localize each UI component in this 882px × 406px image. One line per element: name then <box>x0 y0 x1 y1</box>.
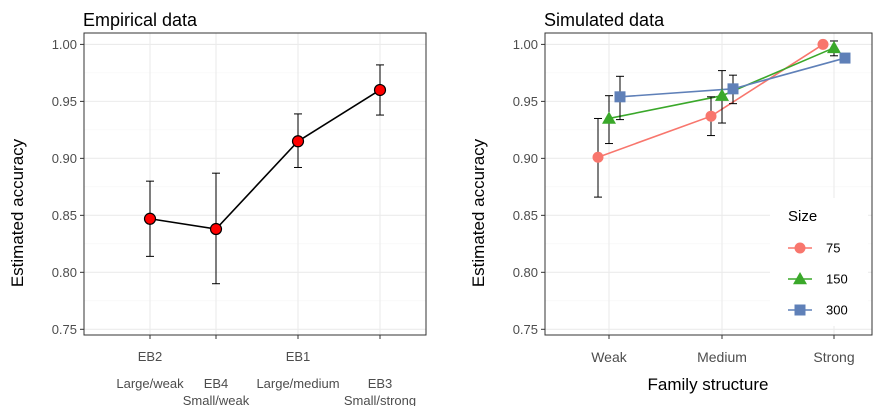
empirical-y-axis-title: Estimated accuracy <box>8 138 27 287</box>
empirical-panel-border <box>83 32 427 336</box>
simulated-grid <box>545 33 872 335</box>
simulated-data-point-150 <box>602 111 616 124</box>
empirical-y-tick-label: 0.80 <box>52 265 77 280</box>
simulated-panel-border <box>544 32 873 336</box>
simulated-data-point-150 <box>827 40 841 54</box>
empirical-marks <box>143 64 387 285</box>
empirical-x-tick-desc: Large/medium <box>256 376 339 391</box>
legend-background <box>770 198 868 326</box>
simulated-marks <box>592 38 851 198</box>
empirical-x-tick-code: EB4 <box>204 376 229 391</box>
simulated-panel: Simulated data Estimated accuracy Family… <box>469 10 873 394</box>
simulated-data-point-75 <box>817 38 829 50</box>
simulated-data-point-300 <box>614 91 626 103</box>
empirical-x-tick-desc: Small/weak <box>183 393 250 406</box>
empirical-x-tick-code: EB3 <box>368 376 393 391</box>
simulated-legend: Size 75 150 300 <box>770 198 868 326</box>
legend-key-marker-150 <box>793 272 807 285</box>
empirical-data-point <box>373 83 387 97</box>
simulated-y-tick-label: 1.00 <box>513 37 538 52</box>
simulated-y-ticks: 0.75 0.80 0.85 0.90 0.95 1.00 <box>513 37 545 337</box>
empirical-y-tick-label: 0.95 <box>52 94 77 109</box>
simulated-y-tick-label: 0.95 <box>513 94 538 109</box>
simulated-x-tick-label: Weak <box>591 349 628 365</box>
empirical-x-tick-desc: Small/strong <box>344 393 416 406</box>
legend-title: Size <box>788 208 817 225</box>
simulated-y-tick-label: 0.85 <box>513 208 538 223</box>
simulated-data-point-300 <box>839 52 851 64</box>
legend-key-marker-75 <box>794 242 806 254</box>
simulated-data-point-75 <box>705 110 717 122</box>
empirical-x-tick-code: EB2 <box>138 349 163 364</box>
legend-label-300: 300 <box>826 303 848 318</box>
empirical-y-tick-label: 0.85 <box>52 208 77 223</box>
simulated-x-tick-label: Strong <box>813 349 854 365</box>
simulated-y-tick-label: 0.75 <box>513 322 538 337</box>
simulated-title: Simulated data <box>544 10 665 30</box>
simulated-data-point-75 <box>592 151 604 163</box>
empirical-y-ticks: 0.75 0.80 0.85 0.90 0.95 1.00 <box>52 37 84 337</box>
simulated-x-ticks: Weak Medium Strong <box>591 335 855 365</box>
empirical-panel: Empirical data Estimated accuracy 0.750.… <box>8 10 427 406</box>
legend-label-75: 75 <box>826 241 840 256</box>
simulated-data-point-150 <box>715 88 729 101</box>
empirical-data-point <box>209 222 223 236</box>
empirical-data-point <box>291 135 305 148</box>
empirical-series-line <box>149 89 381 230</box>
empirical-data-point <box>143 212 157 225</box>
simulated-data-point-300 <box>727 83 739 95</box>
simulated-x-axis-title: Family structure <box>648 375 769 394</box>
simulated-y-tick-label: 0.90 <box>513 151 538 166</box>
empirical-y-tick-label: 0.90 <box>52 151 77 166</box>
empirical-x-tick-desc: Large/weak <box>116 376 184 391</box>
empirical-x-tick-code: EB1 <box>286 349 311 364</box>
simulated-x-tick-label: Medium <box>697 349 747 365</box>
empirical-x-ticks: EB2 Large/weak EB4 Small/weak EB1 Large/mediu… <box>116 335 416 406</box>
empirical-title: Empirical data <box>83 10 198 30</box>
legend-key-marker-300 <box>794 304 806 316</box>
simulated-y-tick-label: 0.80 <box>513 265 538 280</box>
empirical-y-tick-label: 1.00 <box>52 37 77 52</box>
legend-label-150: 150 <box>826 272 848 287</box>
empirical-y-tick-label: 0.75 <box>52 322 77 337</box>
simulated-y-axis-title: Estimated accuracy <box>469 138 488 287</box>
